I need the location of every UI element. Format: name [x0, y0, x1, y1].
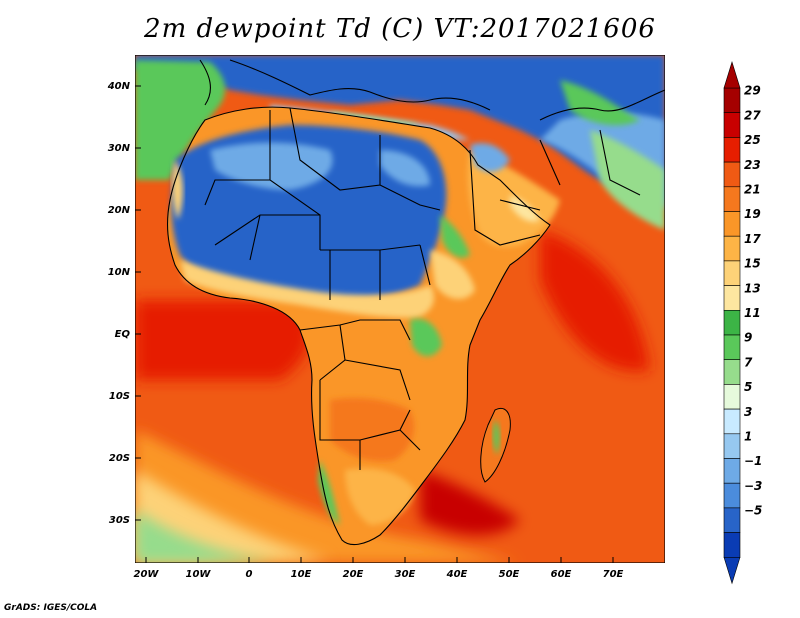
colorbar-label: 29 — [744, 84, 761, 98]
lat-label-30s: 30S — [109, 515, 130, 526]
colorbar: 29 27 25 23 21 19 17 15 13 11 9 7 5 3 1 −1 −3 −5 — [723, 60, 762, 585]
coastlines — [199, 59, 665, 121]
colorbar-swatch — [723, 285, 741, 311]
lon-label-0: 0 — [246, 569, 253, 580]
horn-light — [430, 250, 475, 300]
lon-label-40e: 40E — [446, 569, 468, 580]
colorbar-label: 25 — [744, 133, 761, 147]
colorbar-swatch — [723, 309, 741, 336]
caspian-green — [560, 80, 640, 126]
lon-label-60e: 60E — [551, 569, 572, 580]
hot-patch-atlantic — [135, 300, 311, 380]
colorbar-swatch — [723, 260, 741, 286]
south-ocean-green — [135, 510, 280, 563]
colorbar-swatch — [723, 408, 741, 435]
colorbar-swatch — [723, 112, 741, 138]
colorbar-label: 13 — [744, 281, 761, 295]
lat-label-10s: 10S — [109, 391, 130, 402]
colorbar-label: 15 — [744, 257, 761, 271]
colorbar-label: −3 — [744, 479, 762, 493]
longitude-labels: 20W 10W 0 10E 20E 30E 40E 50E 60E 70E — [134, 569, 624, 580]
colorbar-label: −1 — [744, 454, 762, 468]
lon-label-10w: 10W — [186, 569, 212, 580]
colorbar-label: −5 — [744, 504, 762, 518]
colorbar-swatch — [723, 334, 741, 361]
lon-label-20w: 20W — [134, 569, 160, 580]
lat-label-20n: 20N — [108, 205, 131, 216]
atlantic-coast-warm — [172, 160, 183, 220]
colorbar-label: 27 — [744, 108, 761, 122]
south-central-warm — [330, 398, 415, 462]
dewpoint-field — [135, 55, 665, 563]
lon-label-10e: 10E — [291, 569, 312, 580]
grads-credit: GrADS: IGES/COLA — [4, 603, 98, 613]
colorbar-bottom-arrow — [723, 556, 741, 585]
colorbar-label: 23 — [744, 158, 761, 172]
colorbar-swatch — [723, 186, 741, 212]
colorbar-swatch — [723, 458, 741, 484]
sahel-band — [180, 260, 435, 318]
map-title: 2m dewpoint Td (C) VT:2017021606 — [144, 14, 656, 44]
hot-patch-indian-ocean — [540, 230, 650, 372]
colorbar-label: 1 — [744, 430, 752, 444]
colorbar-swatch — [723, 211, 741, 237]
lon-label-30e: 30E — [395, 569, 416, 580]
lat-label-20s: 20S — [109, 453, 130, 464]
namibia-coast-green — [318, 460, 340, 525]
country-borders — [166, 106, 641, 546]
colorbar-swatch — [723, 532, 741, 558]
colorbar-label: 7 — [744, 355, 753, 369]
colorbar-label: 11 — [744, 306, 761, 320]
longitude-ticks — [145, 557, 614, 563]
lake-region-green — [410, 318, 442, 357]
hot-patch-south — [420, 470, 520, 535]
colorbar-top-arrow — [723, 60, 741, 89]
latitude-labels: 40N 30N 20N 10N EQ 10S 20S 30S — [107, 81, 131, 526]
lat-label-40n: 40N — [107, 81, 131, 92]
lat-label-30n: 30N — [108, 143, 131, 154]
colorbar-label: 3 — [744, 405, 752, 419]
lat-label-eq: EQ — [115, 329, 131, 340]
colorbar-label: 19 — [744, 207, 761, 221]
colorbar-label: 5 — [744, 380, 752, 394]
libya-cool-patch — [380, 150, 430, 187]
lat-label-10n: 10N — [108, 267, 131, 278]
colorbar-label: 9 — [744, 331, 752, 345]
south-africa-light — [345, 468, 415, 525]
lon-label-50e: 50E — [499, 569, 520, 580]
ethiopia-green — [440, 215, 470, 258]
colorbar-swatch — [723, 507, 741, 533]
sahara-cool-patch — [210, 142, 333, 190]
madagascar-green — [492, 420, 500, 455]
latitude-ticks — [135, 85, 141, 521]
colorbar-swatch — [723, 137, 741, 163]
arabia-light — [510, 195, 540, 222]
colorbar-label: 21 — [744, 183, 761, 197]
colorbar-label: 17 — [744, 232, 761, 246]
lon-label-70e: 70E — [603, 569, 624, 580]
colorbar-swatch — [723, 87, 741, 114]
colorbar-swatch — [723, 482, 741, 509]
arabia-cool — [470, 143, 510, 172]
colorbar-swatch — [723, 161, 741, 188]
colorbar-swatch — [723, 235, 741, 262]
pakistan-green — [590, 130, 665, 230]
iberia-green — [135, 60, 226, 180]
eurasia-cold — [135, 55, 665, 200]
colorbar-swatch — [723, 433, 741, 459]
colorbar-swatch — [723, 384, 741, 410]
colorbar-swatch — [723, 359, 741, 385]
lon-label-20e: 20E — [343, 569, 364, 580]
